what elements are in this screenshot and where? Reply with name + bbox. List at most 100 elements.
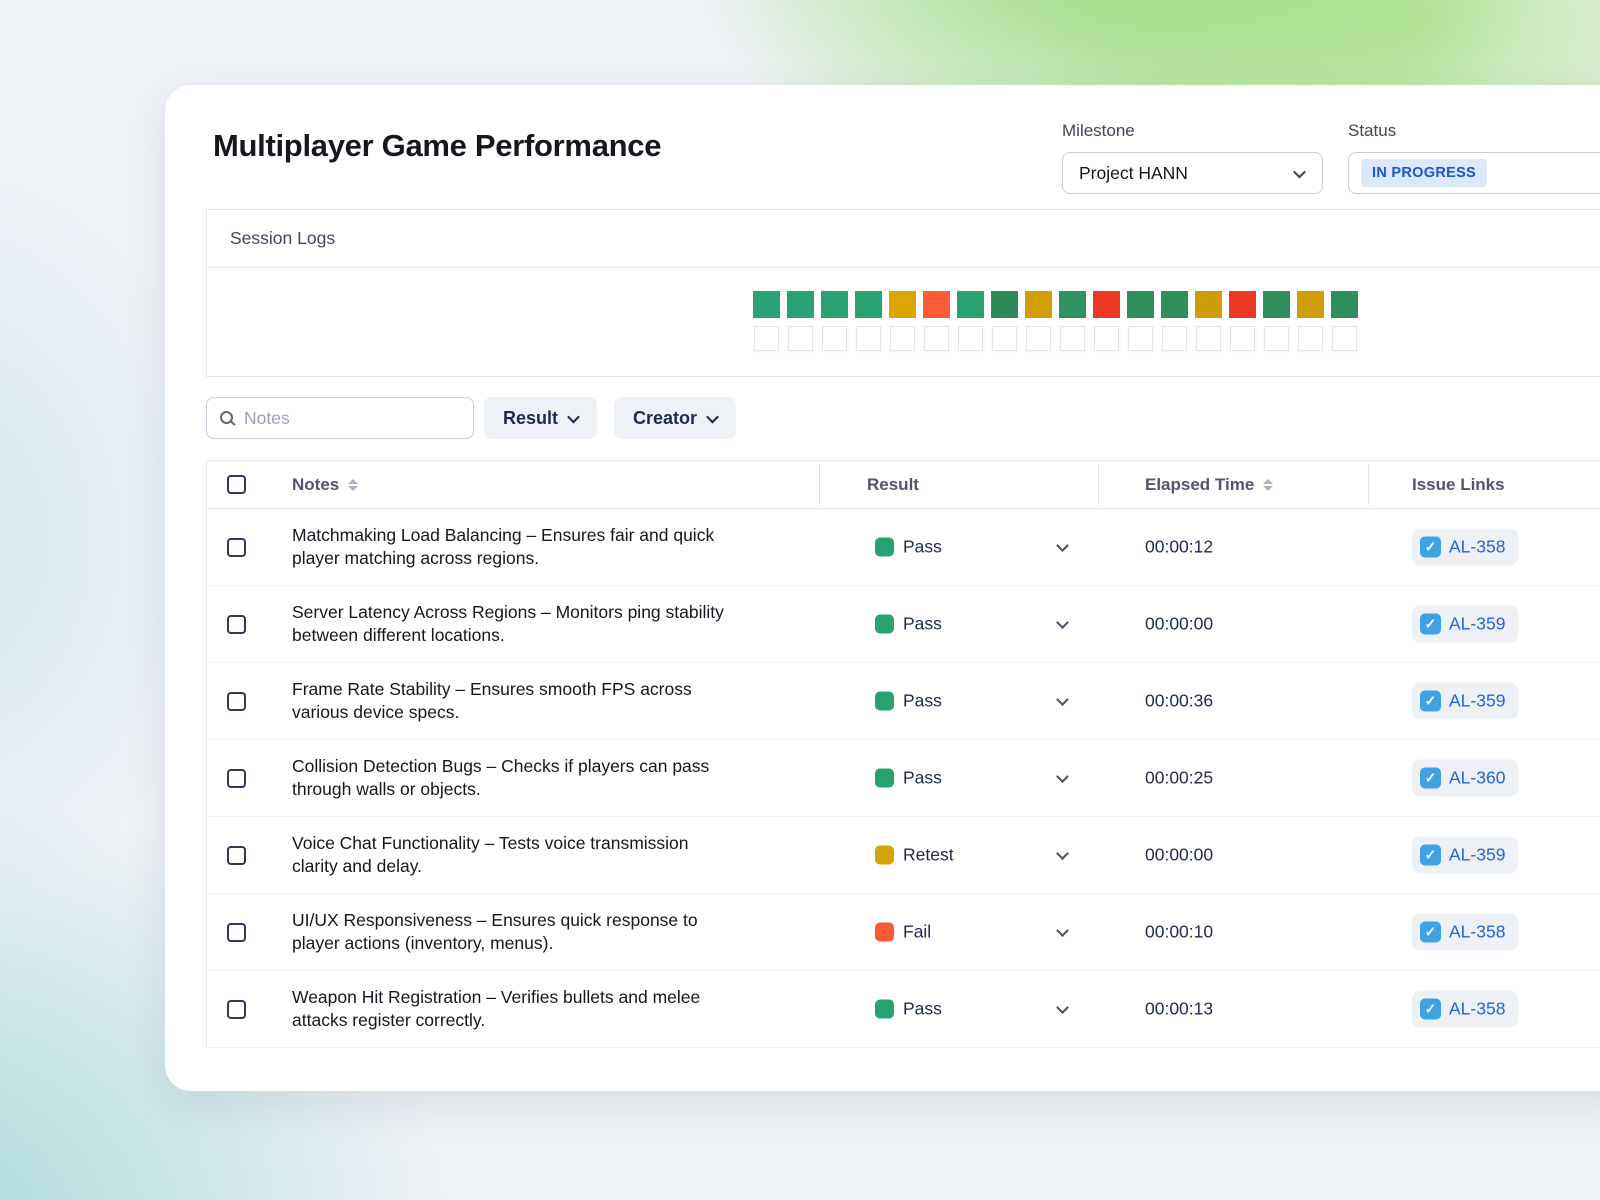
chevron-down-icon xyxy=(706,410,719,423)
session-result-square[interactable] xyxy=(923,291,950,318)
issue-link-badge[interactable]: ✓ AL-358 xyxy=(1412,913,1519,951)
result-dropdown[interactable]: Pass xyxy=(875,691,1069,712)
issue-link-badge[interactable]: ✓ AL-359 xyxy=(1412,836,1519,874)
table-row: Matchmaking Load Balancing – Ensures fai… xyxy=(207,509,1600,586)
session-pending-square xyxy=(1162,326,1187,351)
result-dropdown[interactable]: Retest xyxy=(875,844,1069,866)
elapsed-time: 00:00:00 xyxy=(1145,844,1214,865)
row-checkbox[interactable] xyxy=(227,846,246,865)
checked-checkbox-icon: ✓ xyxy=(1420,998,1441,1020)
session-result-square[interactable] xyxy=(991,291,1018,318)
result-dropdown[interactable]: Pass xyxy=(875,768,1069,789)
result-label: Retest xyxy=(903,844,954,865)
search-input[interactable] xyxy=(244,407,461,429)
session-result-square[interactable] xyxy=(957,291,984,318)
session-result-square[interactable] xyxy=(1059,291,1086,318)
session-result-square[interactable] xyxy=(1263,291,1290,318)
row-notes: Matchmaking Load Balancing – Ensures fai… xyxy=(292,525,715,568)
test-results-table: Notes Result Elapsed Time Issue Links xyxy=(206,460,1600,1048)
session-pending-square xyxy=(1298,326,1323,351)
session-result-square[interactable] xyxy=(1127,291,1154,318)
elapsed-time: 00:00:36 xyxy=(1145,690,1214,711)
row-checkbox[interactable] xyxy=(227,923,246,942)
session-result-square[interactable] xyxy=(1161,291,1188,318)
chevron-down-icon xyxy=(1056,693,1069,706)
result-status-swatch xyxy=(875,537,894,557)
session-pending-square xyxy=(788,326,813,351)
sort-icon[interactable] xyxy=(348,479,359,491)
row-checkbox[interactable] xyxy=(227,615,246,634)
row-checkbox[interactable] xyxy=(227,1000,246,1019)
column-header-elapsed-time[interactable]: Elapsed Time xyxy=(1145,461,1274,509)
session-result-square[interactable] xyxy=(1229,291,1256,318)
result-filter-button[interactable]: Result xyxy=(484,397,598,439)
table-body: Matchmaking Load Balancing – Ensures fai… xyxy=(207,509,1600,1048)
result-dropdown[interactable]: Pass xyxy=(875,613,1069,635)
issue-link-label: AL-359 xyxy=(1449,690,1506,711)
session-result-square[interactable] xyxy=(1025,291,1052,318)
session-pending-square xyxy=(1026,326,1051,351)
session-pending-square xyxy=(1060,326,1085,351)
elapsed-time: 00:00:13 xyxy=(1145,998,1214,1019)
result-dropdown[interactable]: Pass xyxy=(875,999,1069,1020)
checked-checkbox-icon: ✓ xyxy=(1420,613,1441,635)
issue-link-label: AL-358 xyxy=(1449,536,1506,557)
result-status-swatch xyxy=(875,691,894,711)
session-result-square[interactable] xyxy=(753,291,780,318)
session-result-square[interactable] xyxy=(787,291,814,318)
issue-link-badge[interactable]: ✓ AL-358 xyxy=(1412,528,1519,566)
column-header-issue-links: Issue Links xyxy=(1412,461,1505,509)
checked-checkbox-icon: ✓ xyxy=(1420,921,1441,943)
session-pending-square xyxy=(1332,326,1357,351)
column-header-notes[interactable]: Notes xyxy=(292,461,359,509)
chevron-down-icon xyxy=(1293,165,1306,178)
milestone-select[interactable]: Project HANN xyxy=(1062,152,1323,194)
session-pending-square xyxy=(1196,326,1221,351)
row-notes: Weapon Hit Registration – Verifies bulle… xyxy=(292,987,701,1030)
column-header-result-label: Result xyxy=(867,475,919,494)
issue-link-badge[interactable]: ✓ AL-358 xyxy=(1412,990,1519,1028)
creator-filter-button[interactable]: Creator xyxy=(614,397,737,439)
row-checkbox[interactable] xyxy=(227,769,246,788)
session-result-square[interactable] xyxy=(855,291,882,318)
session-result-square[interactable] xyxy=(1093,291,1120,318)
row-notes: Server Latency Across Regions – Monitors… xyxy=(292,602,724,645)
chevron-down-icon xyxy=(1056,770,1069,783)
session-result-square[interactable] xyxy=(1331,291,1358,318)
issue-link-badge[interactable]: ✓ AL-359 xyxy=(1412,605,1519,643)
table-row: Server Latency Across Regions – Monitors… xyxy=(207,586,1600,663)
chevron-down-icon xyxy=(1056,924,1069,937)
result-dropdown[interactable]: Fail xyxy=(875,922,1069,943)
table-row: Voice Chat Functionality – Tests voice t… xyxy=(207,817,1600,894)
session-logs-title: Session Logs xyxy=(207,210,1600,268)
notes-search[interactable] xyxy=(206,397,474,439)
session-pending-square xyxy=(924,326,949,351)
select-all-checkbox[interactable] xyxy=(227,475,246,494)
session-result-square[interactable] xyxy=(1297,291,1324,318)
session-result-square[interactable] xyxy=(889,291,916,318)
column-divider xyxy=(819,464,820,505)
session-result-square[interactable] xyxy=(1195,291,1222,318)
checked-checkbox-icon: ✓ xyxy=(1420,767,1441,789)
checked-checkbox-icon: ✓ xyxy=(1420,536,1441,558)
issue-link-badge[interactable]: ✓ AL-360 xyxy=(1412,759,1519,797)
result-dropdown[interactable]: Pass xyxy=(875,537,1069,558)
status-badge: IN PROGRESS xyxy=(1361,159,1488,187)
chevron-down-icon xyxy=(1056,539,1069,552)
issue-link-label: AL-360 xyxy=(1449,767,1506,788)
chevron-down-icon xyxy=(567,410,580,423)
table-row: UI/UX Responsiveness – Ensures quick res… xyxy=(207,894,1600,971)
session-logs-panel: Session Logs xyxy=(206,209,1600,377)
sort-icon[interactable] xyxy=(1263,479,1274,491)
row-notes: Voice Chat Functionality – Tests voice t… xyxy=(292,833,689,876)
session-pending-square xyxy=(958,326,983,351)
result-label: Pass xyxy=(903,613,942,634)
row-checkbox[interactable] xyxy=(227,692,246,711)
issue-link-badge[interactable]: ✓ AL-359 xyxy=(1412,682,1519,720)
result-status-swatch xyxy=(875,768,894,788)
elapsed-time: 00:00:25 xyxy=(1145,767,1214,788)
session-result-square[interactable] xyxy=(821,291,848,318)
table-row: Weapon Hit Registration – Verifies bulle… xyxy=(207,971,1600,1048)
row-checkbox[interactable] xyxy=(227,538,246,557)
status-field[interactable]: IN PROGRESS xyxy=(1348,152,1600,194)
